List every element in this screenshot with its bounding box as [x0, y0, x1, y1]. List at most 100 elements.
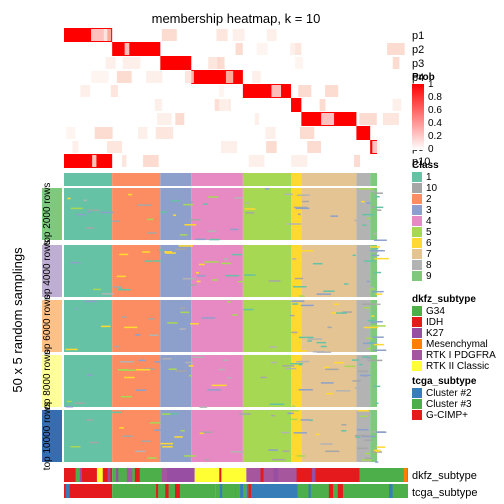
- membership-cell: [116, 71, 132, 83]
- sample-class-cell: [325, 368, 339, 371]
- sample-class-cell: [70, 207, 83, 210]
- sample-class-cell: [245, 212, 255, 214]
- sample-class-cell: [354, 387, 367, 389]
- tcga-annotation-label: tcga_subtype: [412, 487, 477, 499]
- class-bar-segment: [112, 173, 161, 186]
- class-legend-swatch: [412, 260, 422, 270]
- sample-class-cell: [112, 188, 161, 240]
- sample-class-cell: [292, 405, 296, 407]
- legends: Prob10.80.60.40.20Class11023456789dkfz_s…: [412, 72, 496, 421]
- sample-class-cell: [114, 345, 119, 348]
- sample-class-cell: [352, 254, 356, 257]
- sample-class-cell: [172, 214, 177, 217]
- membership-cell: [161, 29, 177, 41]
- sample-class-cell: [121, 369, 136, 371]
- sample-class-cell: [223, 359, 228, 361]
- sample-class-cell: [371, 451, 383, 453]
- sample-class-cell: [355, 436, 361, 438]
- membership-cell: [319, 99, 326, 111]
- sample-class-cell: [64, 410, 113, 462]
- sample-class-cell: [282, 418, 298, 421]
- dkfz-legend-swatch: [412, 361, 422, 371]
- sample-class-cell: [148, 318, 155, 320]
- sample-class-cell: [292, 350, 307, 352]
- sample-class-cell: [374, 206, 384, 209]
- sample-class-cell: [154, 361, 170, 363]
- sample-class-cell: [147, 218, 154, 221]
- class-legend-swatch: [412, 238, 422, 248]
- sample-class-cell: [243, 344, 256, 346]
- sample-class-cell: [373, 349, 387, 352]
- sample-class-cell: [336, 312, 347, 314]
- sample-class-cell: [124, 376, 135, 379]
- sample-class-cell: [120, 361, 134, 363]
- sample-class-cell: [361, 459, 372, 461]
- sample-class-cell: [195, 238, 207, 241]
- annotation-cell: [65, 484, 70, 498]
- tcga-legend-swatch: [412, 399, 422, 409]
- sample-class-cell: [373, 449, 381, 452]
- sample-class-cell: [83, 199, 87, 202]
- membership-cell: [256, 43, 268, 55]
- sample-class-cell: [147, 457, 157, 459]
- sampling-group-bar: [42, 245, 62, 297]
- sample-class-cell: [167, 215, 174, 217]
- annotation-cell: [308, 468, 313, 482]
- class-legend-title: Class: [412, 160, 439, 171]
- class-legend-label: 7: [426, 249, 432, 260]
- sample-class-cell: [242, 355, 292, 407]
- sample-class-cell: [117, 288, 131, 291]
- sample-class-cell: [191, 188, 243, 240]
- annotation-cell: [156, 484, 159, 498]
- sample-class-cell: [192, 356, 205, 359]
- class-legend-swatch: [412, 227, 422, 237]
- sample-class-cell: [292, 303, 299, 305]
- class-bar-segment: [301, 173, 357, 186]
- sample-class-cell: [142, 251, 151, 253]
- sample-class-cell: [234, 197, 243, 199]
- annotation-cell: [175, 484, 180, 498]
- sample-class-cell: [362, 303, 377, 305]
- membership-cell: [232, 29, 245, 41]
- sample-class-cell: [238, 280, 246, 283]
- sample-class-cell: [293, 286, 307, 288]
- sample-class-cell: [286, 223, 302, 225]
- membership-cell: [248, 155, 265, 167]
- class-legend-label: 6: [426, 238, 432, 249]
- class-legend-swatch: [412, 183, 422, 193]
- membership-cell: [266, 29, 277, 41]
- sample-class-cell: [184, 201, 193, 203]
- sample-class-cell: [375, 209, 382, 211]
- sample-class-cell: [165, 252, 176, 254]
- sample-class-cell: [245, 202, 250, 205]
- membership-cell: [321, 113, 335, 125]
- annotation-cell: [294, 468, 297, 482]
- annotation-cell: [126, 468, 133, 482]
- sample-class-cell: [367, 319, 377, 322]
- sampling-group-bar: [42, 188, 62, 240]
- dkfz-legend-swatch: [412, 306, 422, 316]
- sample-class-cell: [112, 220, 121, 222]
- sample-class-cell: [184, 224, 197, 226]
- annotation-cell: [64, 484, 113, 498]
- sample-class-cell: [315, 433, 320, 436]
- membership-cell: [219, 99, 230, 111]
- sample-class-cell: [351, 359, 360, 361]
- sample-class-cell: [64, 308, 77, 311]
- sample-class-cell: [223, 258, 229, 260]
- sample-class-cell: [268, 280, 281, 282]
- tcga-legend-swatch: [412, 388, 422, 398]
- sample-class-cell: [295, 207, 310, 210]
- sample-class-cell: [362, 224, 367, 226]
- annotation-cell: [246, 484, 298, 498]
- sample-class-cell: [290, 362, 303, 365]
- sample-class-cell: [253, 305, 260, 307]
- annotation-cell: [116, 468, 119, 482]
- sample-class-cell: [358, 363, 363, 366]
- sample-class-cell: [119, 427, 124, 429]
- tcga-legend-label: Cluster #3: [426, 399, 472, 410]
- annotation-cell: [294, 468, 360, 482]
- sample-class-cell: [227, 377, 232, 379]
- sample-class-cell: [64, 245, 113, 297]
